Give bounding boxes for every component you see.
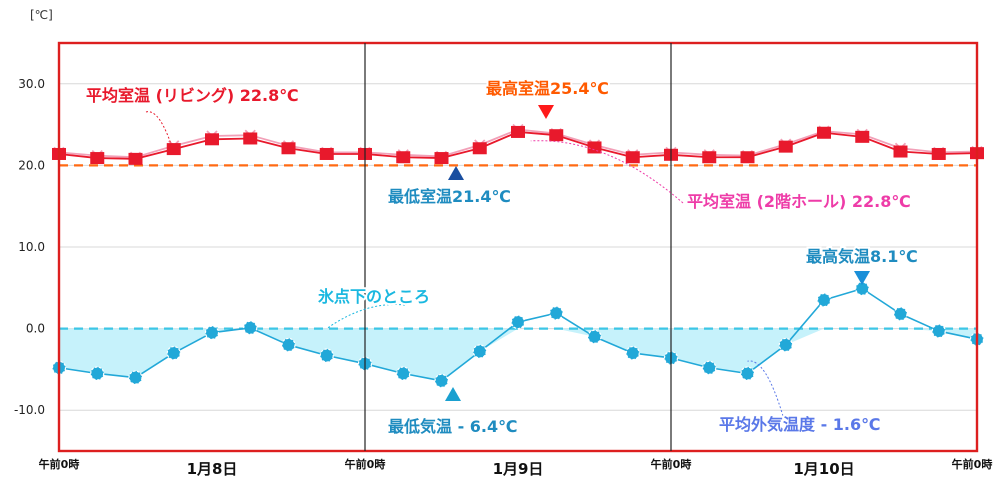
data-point bbox=[893, 306, 908, 322]
y-tick-label: -10.0 bbox=[14, 403, 45, 417]
data-point bbox=[434, 152, 449, 165]
annotation-triangle-marker bbox=[854, 271, 870, 285]
data-point bbox=[166, 345, 181, 361]
data-point bbox=[702, 151, 717, 164]
annotation-triangle-marker bbox=[538, 105, 554, 119]
annotation-leader-line bbox=[145, 111, 175, 153]
data-point bbox=[396, 366, 411, 381]
y-axis-unit-label: [℃] bbox=[30, 8, 53, 22]
annotation-label: 平均室温 (リビング) 22.8℃ bbox=[86, 86, 299, 105]
annotation-triangle-marker bbox=[445, 387, 461, 401]
data-point bbox=[740, 366, 755, 381]
plot-frame-layer bbox=[57, 41, 979, 453]
annotation-leader-line bbox=[747, 360, 784, 417]
y-tick-label: 10.0 bbox=[18, 240, 45, 254]
data-point bbox=[817, 126, 831, 139]
data-point bbox=[931, 323, 946, 339]
annotation-label: 最低気温 - 6.4℃ bbox=[388, 417, 518, 436]
annotation-label: 最高室温25.4℃ bbox=[486, 79, 609, 98]
annotation-label: 平均室温 (2階ホール) 22.8℃ bbox=[687, 192, 911, 211]
data-point bbox=[778, 337, 793, 353]
annotation-label: 最高気温8.1℃ bbox=[806, 247, 918, 266]
data-point bbox=[587, 329, 602, 344]
data-point bbox=[205, 133, 219, 146]
data-point bbox=[778, 140, 793, 153]
x-tick-label: 午前0時 bbox=[651, 457, 692, 471]
data-point bbox=[472, 344, 487, 359]
data-point bbox=[128, 370, 143, 385]
data-point bbox=[510, 314, 526, 330]
data-point bbox=[281, 142, 296, 155]
data-point bbox=[625, 151, 640, 164]
data-point bbox=[549, 305, 564, 321]
axis-labels-layer: [℃] 30.0 20.0 10.0 0.0 -10.0 午前0時 午前0時 午前0時 午前0時… bbox=[14, 8, 992, 478]
data-point bbox=[511, 125, 525, 138]
day-label: 1月8日 bbox=[187, 460, 238, 478]
data-point bbox=[587, 141, 602, 154]
data-point bbox=[472, 142, 487, 155]
data-point bbox=[128, 152, 143, 165]
data-point bbox=[396, 151, 411, 164]
data-point bbox=[740, 151, 755, 164]
data-point bbox=[625, 345, 640, 361]
annotation-label: 最低室温21.4℃ bbox=[388, 187, 511, 206]
x-tick-label: 午前0時 bbox=[39, 457, 80, 471]
data-point bbox=[549, 129, 564, 142]
data-point bbox=[893, 145, 908, 158]
data-point bbox=[319, 147, 334, 160]
data-point bbox=[931, 147, 946, 160]
data-point bbox=[90, 152, 105, 165]
data-point bbox=[281, 337, 296, 353]
data-point bbox=[243, 132, 258, 145]
annotation-label: 平均外気温度 - 1.6℃ bbox=[719, 415, 881, 434]
data-point bbox=[702, 360, 717, 375]
y-tick-label: 30.0 bbox=[18, 77, 45, 91]
data-point bbox=[319, 348, 334, 363]
x-tick-label: 午前0時 bbox=[952, 457, 993, 471]
day-label: 1月9日 bbox=[493, 460, 544, 478]
annotation-label: 氷点下のところ bbox=[318, 287, 430, 306]
annotation-triangle-marker bbox=[448, 166, 464, 180]
plot-border bbox=[57, 41, 979, 453]
y-tick-label: 20.0 bbox=[18, 158, 45, 172]
data-point bbox=[855, 130, 870, 143]
data-point bbox=[166, 143, 181, 156]
data-point bbox=[204, 325, 220, 340]
data-point bbox=[434, 373, 449, 388]
x-tick-label: 午前0時 bbox=[345, 457, 386, 471]
data-point bbox=[90, 366, 105, 381]
y-tick-label: 0.0 bbox=[26, 322, 45, 336]
annotations-layer: 平均室温 (リビング) 22.8℃ 最高室温25.4℃ 最低室温21.4℃ 平均室温 … bbox=[84, 77, 920, 438]
data-point bbox=[816, 292, 832, 308]
day-label: 1月10日 bbox=[793, 460, 854, 478]
data-point bbox=[243, 320, 258, 335]
